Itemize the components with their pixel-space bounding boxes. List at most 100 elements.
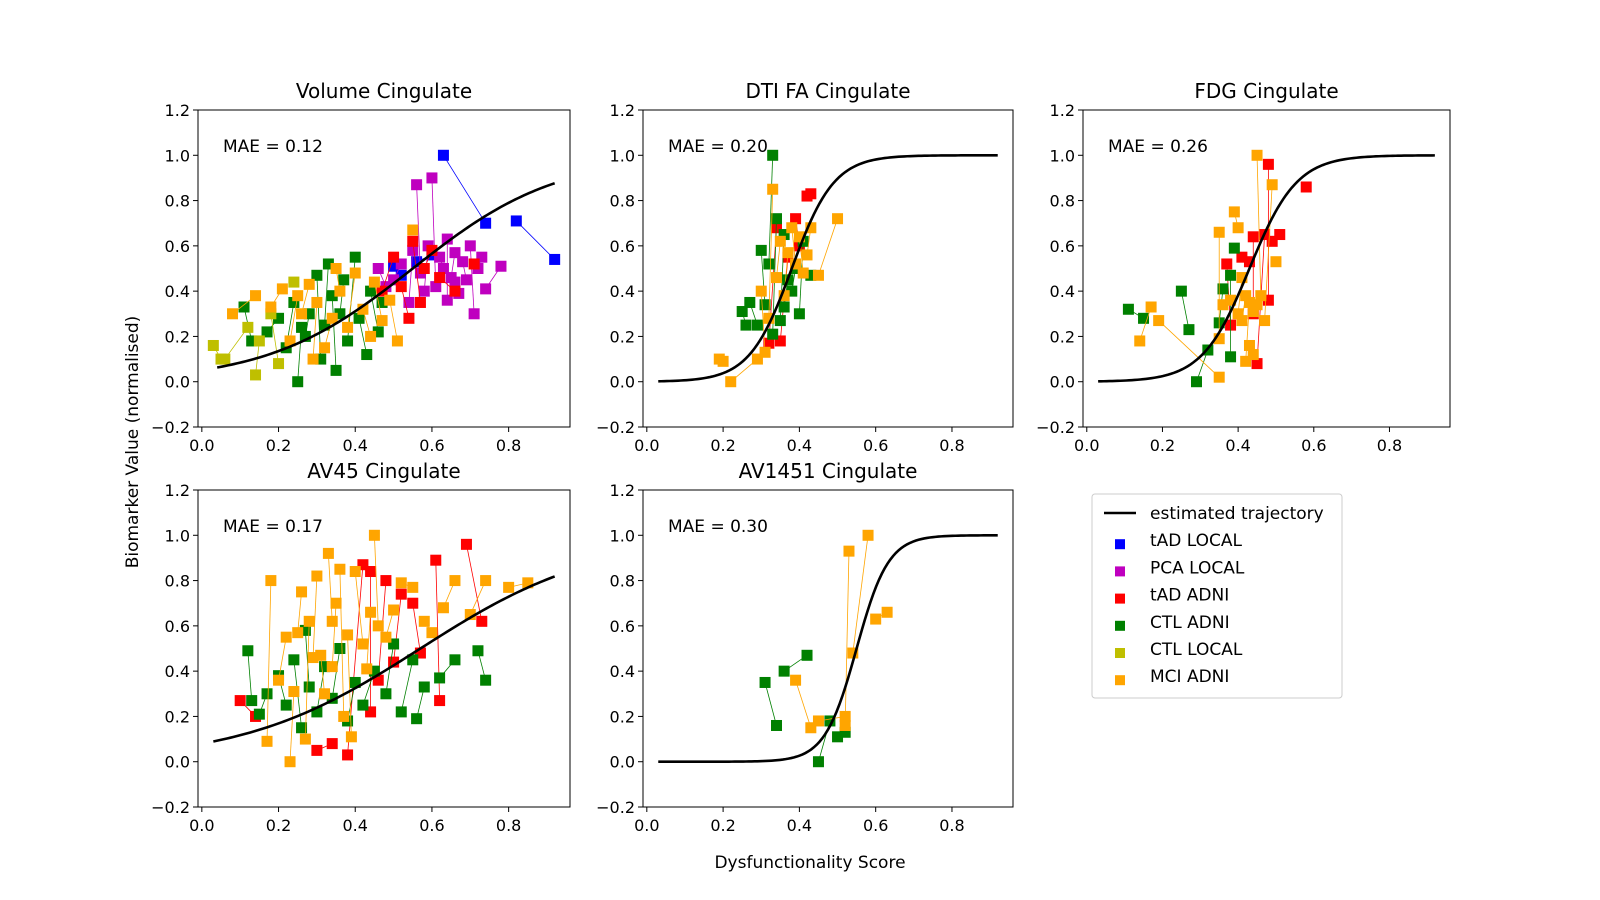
data-point — [434, 251, 446, 263]
data-point — [1266, 179, 1278, 191]
data-point — [812, 269, 824, 281]
subject-link — [416, 184, 421, 274]
data-point — [276, 283, 288, 295]
data-point — [311, 706, 323, 718]
data-point — [372, 326, 384, 338]
legend-entry-pca-local: PCA LOCAL — [1115, 558, 1245, 578]
data-point — [1236, 315, 1248, 327]
y-tick-label: 0.4 — [610, 282, 635, 301]
legend-entry-tad-adni: tAD ADNI — [1115, 586, 1229, 606]
trajectory-line — [658, 534, 998, 764]
data-point — [299, 330, 311, 342]
x-tick-label: 0.6 — [863, 816, 888, 835]
data-point — [342, 321, 354, 333]
x-tick-label: 0.2 — [710, 436, 735, 455]
data-point — [832, 213, 844, 225]
data-point — [434, 272, 446, 284]
subject-link — [347, 272, 356, 328]
data-point — [334, 285, 346, 297]
data-point — [763, 258, 775, 270]
data-point — [273, 674, 285, 686]
y-tick-label: 0.6 — [610, 237, 635, 256]
legend-label: tAD LOCAL — [1150, 531, 1243, 551]
data-point — [1247, 306, 1259, 318]
data-point — [227, 308, 239, 320]
data-point — [326, 661, 338, 673]
subject-link — [798, 236, 804, 274]
y-tick-label: 0.8 — [165, 572, 190, 591]
subject-link — [431, 177, 437, 287]
y-tick-label: −0.2 — [596, 418, 635, 437]
data-point — [292, 376, 304, 388]
data-point — [839, 719, 851, 731]
data-point — [265, 301, 277, 313]
data-point — [549, 253, 561, 265]
data-point — [246, 695, 258, 707]
y-tick-label: 0.8 — [1050, 192, 1075, 211]
data-point — [319, 688, 331, 700]
x-tick-label: 0.0 — [634, 436, 659, 455]
legend-label: estimated trajectory — [1150, 504, 1324, 524]
x-tick-label: 0.4 — [1225, 436, 1250, 455]
data-point — [311, 296, 323, 308]
data-point — [411, 179, 423, 191]
x-tick-label: 0.8 — [939, 436, 964, 455]
legend-label: PCA LOCAL — [1150, 558, 1245, 578]
data-point — [1213, 333, 1225, 345]
trajectory-line — [658, 154, 998, 383]
data-point — [388, 251, 400, 263]
data-point — [238, 301, 250, 313]
data-point — [805, 269, 817, 281]
data-point — [299, 733, 311, 745]
data-point — [395, 258, 407, 270]
data-point — [361, 349, 373, 361]
y-tick-label: 1.2 — [610, 101, 635, 120]
data-point — [464, 609, 476, 621]
series-mci-adni — [1134, 149, 1282, 383]
data-point — [365, 566, 377, 578]
x-tick-label: 0.6 — [419, 436, 444, 455]
data-point — [242, 645, 254, 657]
y-tick-label: 1.2 — [165, 101, 190, 120]
subject-link — [266, 580, 272, 742]
series-ctl-adni — [759, 649, 851, 768]
y-tick-label: 0.4 — [165, 662, 190, 681]
subject-link — [389, 300, 398, 342]
data-point — [480, 283, 492, 295]
data-point — [342, 749, 354, 761]
data-point — [418, 285, 430, 297]
x-tick-label: 0.4 — [787, 816, 812, 835]
data-point — [280, 699, 292, 711]
data-point — [342, 335, 354, 347]
data-point — [1175, 285, 1187, 297]
data-point — [322, 258, 334, 270]
data-point — [407, 654, 419, 666]
data-point — [839, 710, 851, 722]
mae-annotation: MAE = 0.12 — [223, 137, 323, 157]
data-point — [307, 353, 319, 365]
data-point — [418, 263, 430, 274]
data-point — [368, 529, 380, 541]
data-point — [407, 224, 419, 236]
data-point — [288, 686, 300, 698]
axes-frame — [642, 489, 1014, 808]
subject-link — [327, 553, 333, 622]
subject-link — [381, 257, 394, 292]
subject-link — [466, 544, 483, 622]
data-point — [380, 688, 392, 700]
data-point — [242, 321, 254, 333]
mae-annotation: MAE = 0.26 — [1108, 137, 1208, 157]
data-point — [372, 620, 384, 632]
data-point — [365, 706, 377, 718]
data-point — [403, 312, 415, 324]
data-point — [1259, 315, 1271, 327]
subject-link — [289, 295, 299, 342]
data-point — [778, 290, 790, 302]
x-tick-label: 0.8 — [1377, 436, 1402, 455]
data-point — [315, 649, 327, 661]
data-point — [311, 269, 323, 281]
data-point — [342, 629, 354, 641]
trajectory-line — [1098, 154, 1435, 383]
data-point — [357, 638, 369, 650]
